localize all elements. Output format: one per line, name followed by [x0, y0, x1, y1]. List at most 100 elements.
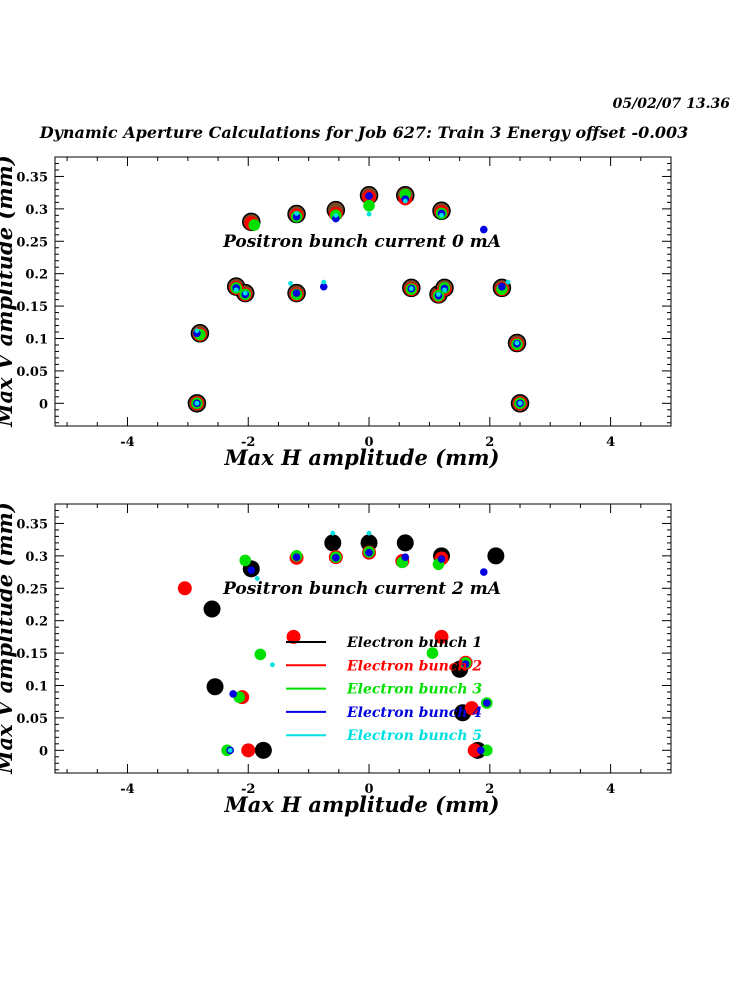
data-point [365, 548, 373, 557]
x-tick-label: -4 [120, 435, 134, 450]
x-tick-label: 2 [485, 435, 494, 450]
data-point [206, 678, 224, 696]
data-point [363, 199, 375, 212]
legend: Electron bunch 1 Electron bunch 2 Electron… [286, 635, 482, 744]
y-tick-label: 0.05 [16, 365, 48, 380]
y-tick-label: 0.35 [16, 517, 48, 532]
data-point [194, 400, 200, 406]
data-point [436, 292, 441, 297]
data-point [247, 566, 256, 574]
y-tick-label: 0.1 [25, 679, 48, 694]
legend-label: Electron bunch 4 [346, 705, 482, 721]
data-point [270, 662, 275, 668]
y-tick-label: 0.15 [16, 300, 48, 315]
data-point [402, 198, 408, 204]
x-axis-title: Max H amplitude (mm) [224, 792, 500, 817]
data-point [401, 553, 410, 561]
data-point [366, 530, 372, 536]
data-point [479, 568, 488, 576]
data-point [229, 690, 237, 698]
y-axis-title: Max V amplitude (mm) [0, 502, 17, 774]
data-point [241, 743, 256, 758]
plot-frame [54, 503, 672, 774]
data-point [319, 282, 328, 291]
data-point [442, 287, 447, 293]
y-tick-label: 0.2 [25, 615, 48, 630]
data-point [227, 747, 233, 753]
data-point [483, 699, 491, 707]
data-point [439, 212, 444, 218]
plot-frame [54, 156, 672, 427]
data-point [177, 581, 192, 596]
chart-annotation: Positron bunch current 2 mA [222, 579, 501, 599]
data-point [332, 554, 340, 562]
x-tick-label: -2 [241, 435, 255, 450]
data-point [239, 554, 252, 567]
x-tick-label: 4 [606, 435, 615, 450]
data-point [396, 534, 414, 552]
chart-panel-0: -4 -2 0 2 4 0 0.05 0.1 0.15 0.2 0.25 0.3 0.35 Positr… [0, 155, 672, 470]
y-tick-label: 0.3 [25, 203, 48, 218]
y-tick-label: 0.25 [16, 235, 48, 250]
data-point [254, 576, 260, 581]
y-tick-label: 0.35 [16, 170, 48, 185]
series-3 [221, 546, 493, 757]
data-marks [187, 185, 530, 413]
data-point [321, 279, 327, 285]
y-tick-label: 0.2 [25, 268, 48, 283]
series-5 [194, 198, 523, 406]
data-point [461, 660, 470, 668]
x-tick-label: 2 [485, 782, 494, 797]
data-point [464, 701, 479, 716]
data-point [366, 211, 372, 217]
data-point [476, 746, 485, 755]
data-point [514, 340, 520, 346]
y-tick-label: 0 [39, 397, 48, 412]
data-point [330, 530, 336, 536]
x-tick-label: -4 [120, 782, 134, 797]
data-point [479, 225, 488, 234]
data-point [498, 282, 506, 291]
data-point [426, 647, 439, 659]
x-tick-label: 0 [365, 435, 374, 450]
data-point [242, 290, 248, 296]
data-point [292, 553, 301, 561]
data-point [467, 743, 482, 758]
data-point [408, 286, 414, 291]
y-axis-title: Max V amplitude (mm) [0, 155, 17, 427]
data-point [294, 210, 299, 216]
data-point [333, 212, 339, 218]
axis-ticks: -4 -2 0 2 4 0 0.05 0.1 0.15 0.2 0.25 0.3 0.35 [16, 156, 672, 450]
data-point [248, 219, 261, 231]
chart-panel-1: -4 -2 0 2 4 0 0.05 0.1 0.15 0.2 0.25 0.3 0.35 Positr… [0, 502, 672, 817]
data-point [254, 648, 267, 661]
y-tick-label: 0.1 [25, 332, 48, 347]
x-tick-label: 0 [365, 782, 374, 797]
data-point [324, 534, 342, 552]
y-tick-label: 0 [39, 744, 48, 759]
data-point [194, 328, 200, 334]
legend-label: Electron bunch 2 [346, 658, 482, 674]
legend-label: Electron bunch 5 [346, 728, 482, 744]
data-point [292, 289, 301, 297]
data-point [288, 280, 293, 286]
data-point [233, 287, 239, 293]
data-point [517, 400, 523, 406]
data-marks [177, 530, 505, 759]
y-tick-label: 0.15 [16, 647, 48, 662]
series-4 [226, 548, 491, 755]
data-point [365, 192, 373, 200]
y-tick-label: 0.3 [25, 550, 48, 565]
x-axis-title: Max H amplitude (mm) [224, 445, 500, 470]
data-point [487, 547, 505, 565]
x-tick-label: 4 [606, 782, 615, 797]
page-title: Dynamic Aperture Calculations for Job 62… [39, 123, 689, 142]
series-5 [227, 530, 372, 753]
data-point [434, 629, 449, 644]
data-point [203, 600, 221, 618]
data-point [481, 744, 493, 757]
y-tick-label: 0.25 [16, 582, 48, 597]
chart-annotation: Positron bunch current 0 mA [222, 232, 501, 252]
data-point [505, 279, 511, 285]
